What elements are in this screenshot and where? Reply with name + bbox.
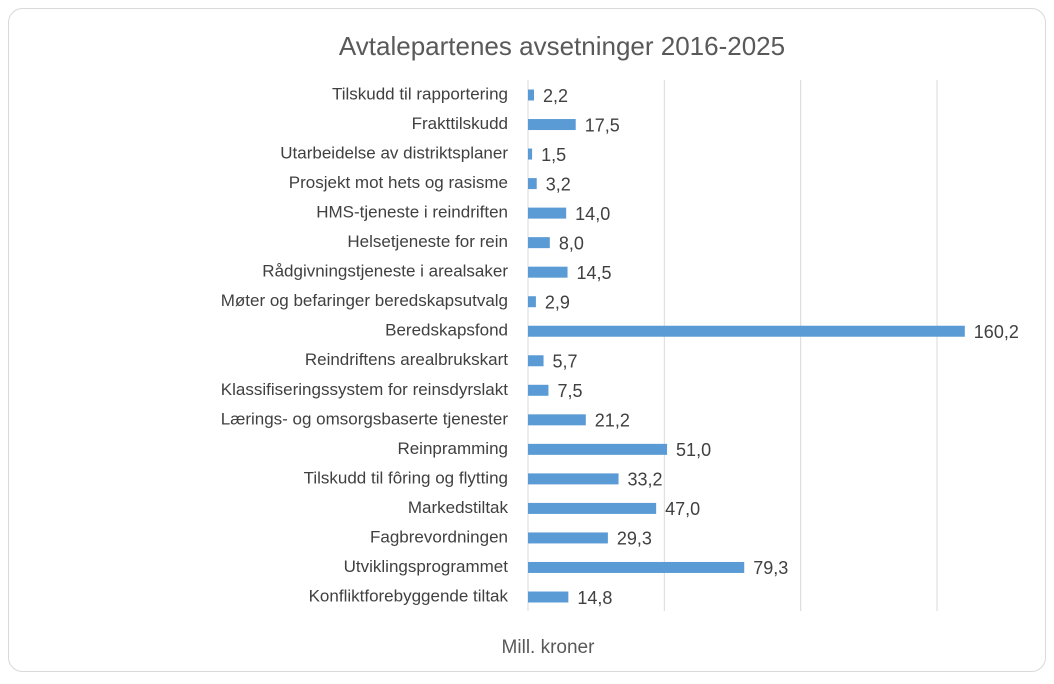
plot-area: Tilskudd til rapportering 2,2 Frakttilskud… bbox=[221, 80, 1019, 611]
y-tick-label: Lærings- og omsorgsbaserte tjenester bbox=[221, 409, 509, 428]
data-label: 14,0 bbox=[575, 204, 610, 224]
y-tick-label: Klassifiseringssystem for reinsdyrslakt bbox=[221, 380, 508, 399]
data-label: 7,5 bbox=[557, 381, 582, 401]
bar bbox=[528, 355, 544, 367]
y-tick-label: Tilskudd til fôring og flytting bbox=[304, 468, 508, 487]
data-label: 2,2 bbox=[543, 86, 568, 106]
bar bbox=[528, 532, 608, 544]
data-label: 1,5 bbox=[541, 145, 566, 165]
bar bbox=[528, 237, 550, 249]
chart-frame bbox=[8, 8, 1046, 672]
y-tick-label: Prosjekt mot hets og rasisme bbox=[289, 173, 508, 192]
data-label: 17,5 bbox=[585, 115, 620, 135]
bar bbox=[528, 502, 657, 514]
bar bbox=[528, 296, 536, 308]
bar bbox=[528, 266, 568, 278]
y-tick-label: Markedstiltak bbox=[408, 498, 509, 517]
data-label: 47,0 bbox=[665, 499, 700, 519]
y-tick-label: Reindriftens arealbrukskart bbox=[305, 350, 508, 369]
y-tick-label: Møter og befaringer beredskapsutvalg bbox=[221, 291, 508, 310]
data-label: 2,9 bbox=[545, 292, 570, 312]
y-tick-label: HMS-tjeneste i reindriften bbox=[316, 203, 508, 222]
data-label: 160,2 bbox=[974, 322, 1019, 342]
bar bbox=[528, 473, 619, 485]
bar bbox=[528, 443, 668, 455]
y-tick-label: Konfliktforebyggende tiltak bbox=[309, 586, 509, 605]
bar bbox=[528, 561, 745, 573]
y-tick-label: Utarbeidelse av distriktsplaner bbox=[280, 144, 508, 163]
bar bbox=[528, 325, 965, 337]
data-label: 3,2 bbox=[546, 174, 571, 194]
x-axis-label: Mill. kroner bbox=[502, 637, 596, 658]
data-label: 14,8 bbox=[577, 588, 612, 608]
data-label: 8,0 bbox=[559, 233, 584, 253]
bar bbox=[528, 178, 537, 190]
y-tick-label: Helsetjeneste for rein bbox=[347, 232, 508, 251]
data-label: 33,2 bbox=[628, 470, 663, 490]
data-label: 51,0 bbox=[676, 440, 711, 460]
y-tick-label: Tilskudd til rapportering bbox=[332, 84, 508, 103]
data-label: 79,3 bbox=[753, 558, 788, 578]
y-tick-label: Frakttilskudd bbox=[412, 114, 508, 133]
bar bbox=[528, 119, 576, 131]
bar bbox=[528, 591, 569, 603]
bar bbox=[528, 384, 549, 396]
bar bbox=[528, 207, 567, 219]
bar bbox=[528, 89, 534, 101]
data-label: 21,2 bbox=[595, 411, 630, 431]
bar bbox=[528, 148, 533, 160]
y-tick-label: Reinpramming bbox=[397, 439, 508, 458]
chart-title: Avtalepartenes avsetninger 2016-2025 bbox=[339, 31, 785, 61]
data-label: 5,7 bbox=[553, 352, 578, 372]
bar bbox=[528, 414, 586, 426]
y-tick-label: Rådgivningstjeneste i arealsaker bbox=[262, 262, 508, 281]
y-tick-label: Utviklingsprogrammet bbox=[344, 557, 509, 576]
y-tick-label: Beredskapsfond bbox=[385, 321, 508, 340]
y-tick-label: Fagbrevordningen bbox=[370, 527, 508, 546]
data-label: 29,3 bbox=[617, 529, 652, 549]
data-label: 14,5 bbox=[577, 263, 612, 283]
